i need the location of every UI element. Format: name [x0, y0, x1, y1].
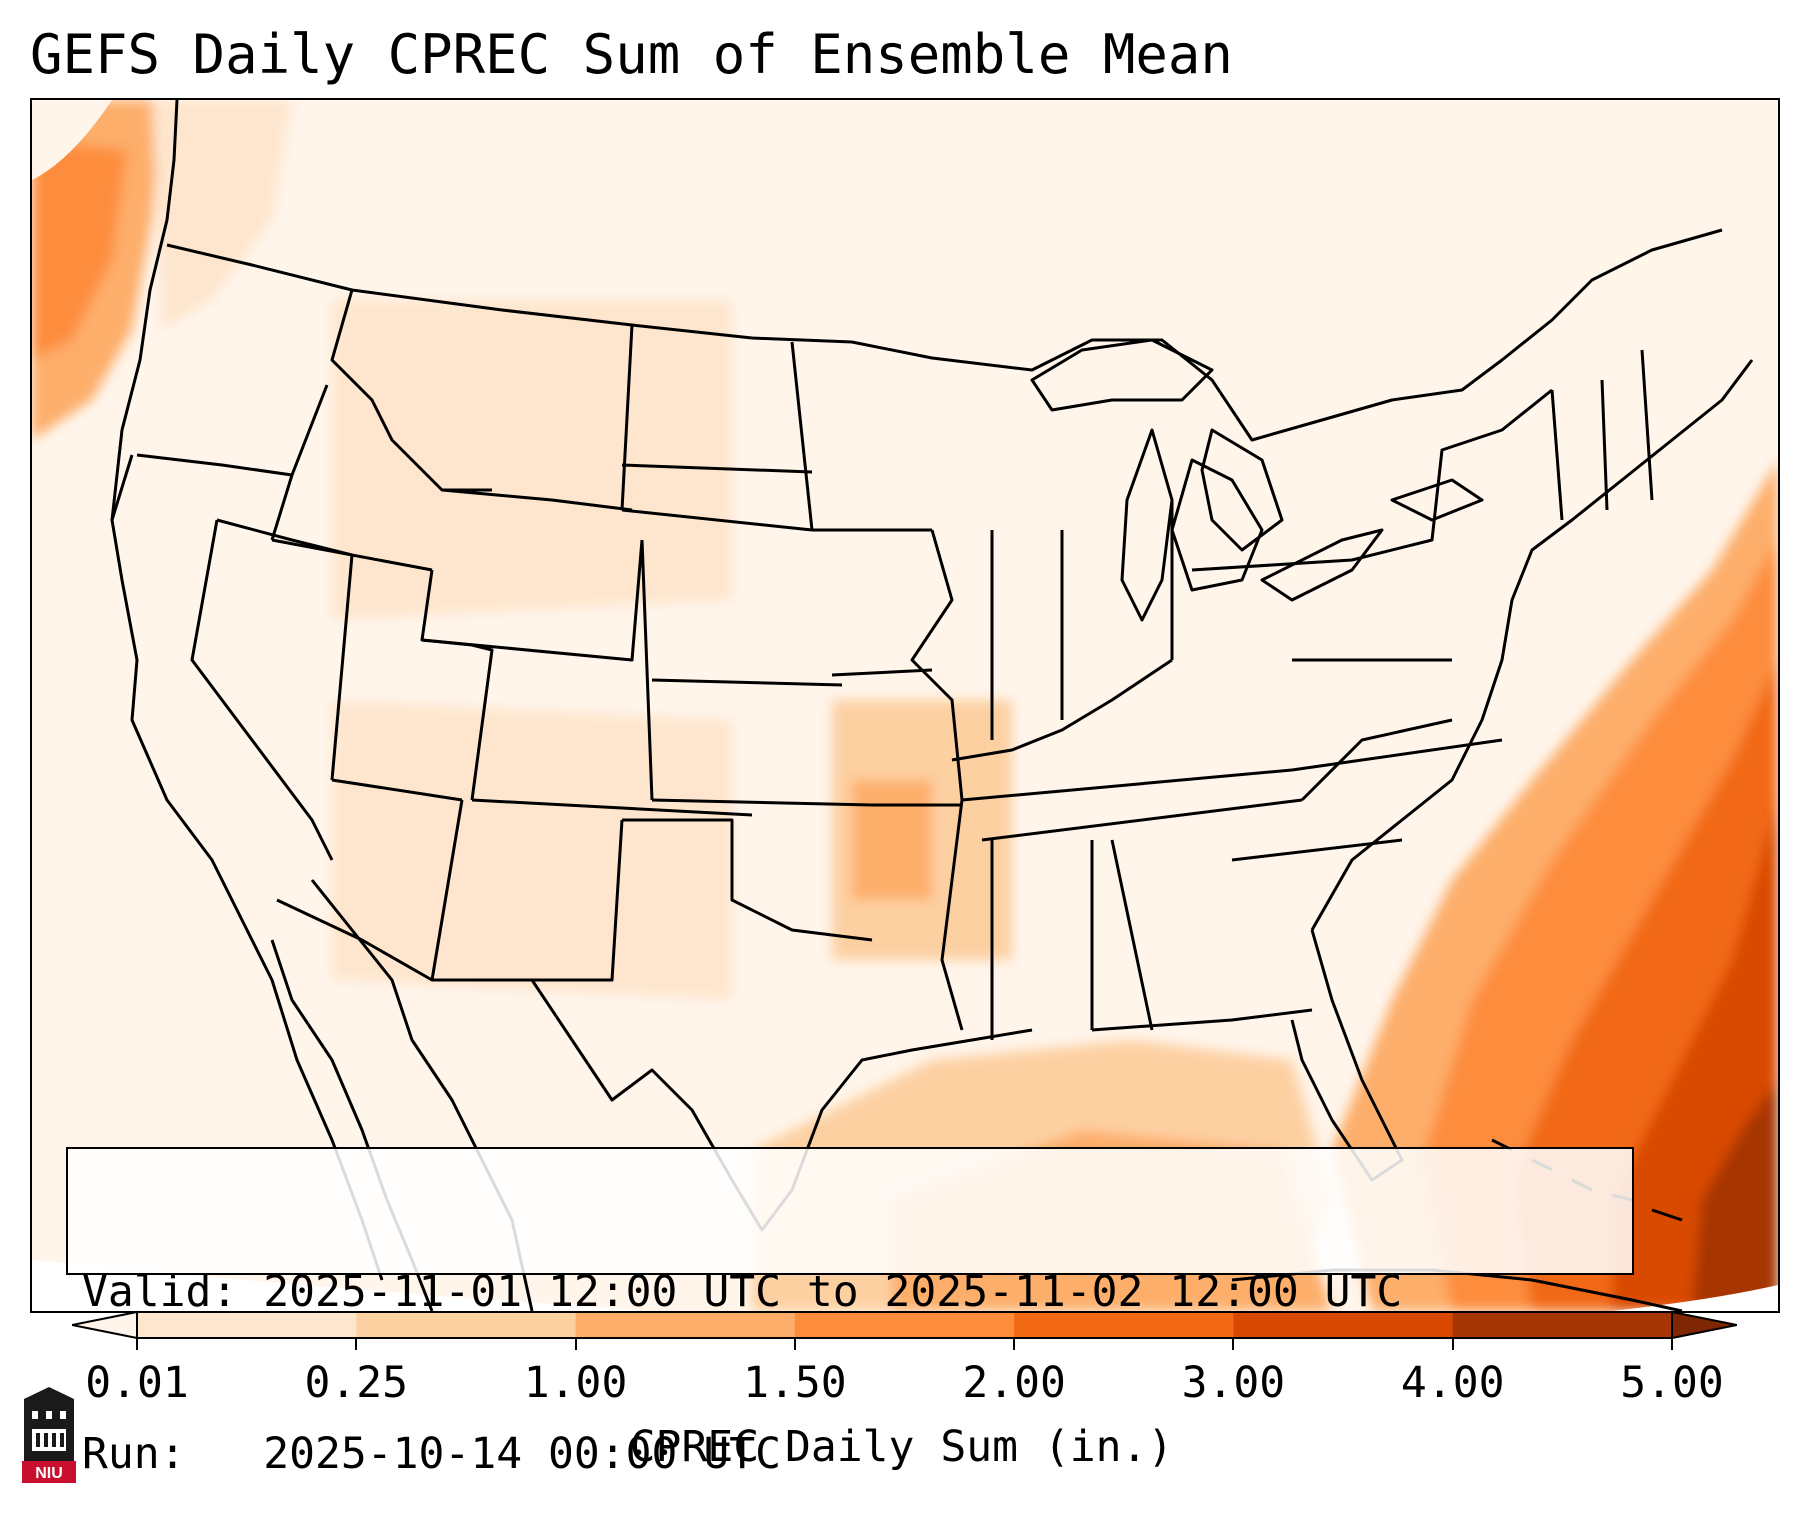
page-title: GEFS Daily CPREC Sum of Ensemble Mean — [30, 23, 1233, 86]
arizona-newmexico-border — [430, 799, 464, 981]
montana-dakotas-border — [620, 324, 634, 511]
washington-oregon-border — [136, 453, 293, 477]
michigan-lower-peninsula — [1170, 458, 1264, 592]
atlantic-coastline — [1310, 359, 1754, 931]
colorbar-extend-high — [1671, 1310, 1737, 1340]
tennessee-border — [961, 768, 1293, 802]
utah-arizona-border — [331, 778, 463, 802]
shade-interior-north — [332, 300, 732, 620]
colorbar-tick-label: 3.00 — [1181, 1358, 1286, 1408]
colorbar-tick-mark — [136, 1338, 138, 1350]
newmexico-texas-border — [502, 819, 624, 982]
colorbar-tick-label: 1.50 — [743, 1358, 847, 1408]
arizona-mexico-border — [276, 898, 502, 982]
pennsylvania-newyork — [1191, 388, 1553, 572]
niu-logo-icon: NIU — [22, 1387, 76, 1483]
new-england-borders — [1550, 349, 1654, 521]
lake-superior — [1030, 338, 1214, 412]
oregon-california-border — [110, 454, 134, 521]
southern-state-borders — [990, 839, 1154, 1040]
map-frame — [30, 98, 1780, 1313]
colorbar — [72, 1310, 1737, 1340]
colorbar-tick-mark — [1671, 1338, 1673, 1350]
domain-mask-bottom-left — [32, 1260, 652, 1311]
colorbar-segment — [1014, 1312, 1234, 1338]
colorbar-outline — [136, 1311, 1673, 1339]
dakota-minnesota-border — [790, 341, 814, 531]
info-box: Valid: 2025-11-01 12:00 UTC to 2025-11-0… — [66, 1147, 1634, 1479]
colorbar-tick-label: 2.00 — [962, 1358, 1066, 1408]
colorbar-tick-mark — [1013, 1338, 1016, 1350]
oklahoma-texas-border — [622, 818, 873, 942]
colorbar-label: CPREC Daily Sum (in.) — [629, 1422, 1174, 1472]
pacific-coastline — [110, 100, 384, 1281]
colorado-newmexico-border — [471, 798, 753, 817]
domain-mask-bottom-right — [1612, 1285, 1778, 1311]
colorbar-segment — [794, 1312, 1015, 1338]
virginia-borders — [1292, 658, 1453, 802]
georgia-florida-border — [1091, 1008, 1313, 1032]
colorbar-extend-low — [72, 1310, 138, 1340]
colorbar-segment — [137, 1312, 357, 1338]
colorado-kansas-border — [640, 539, 654, 801]
colorbar-tick-label: 0.01 — [85, 1358, 189, 1408]
colorbar-tick-label: 0.25 — [304, 1358, 409, 1408]
colorbar-tick-label: 4.00 — [1400, 1358, 1505, 1408]
california-nevada-border — [190, 519, 334, 861]
lake-michigan — [1120, 428, 1174, 622]
colorbar-tick-label: 5.00 — [1620, 1358, 1724, 1408]
precipitation-map — [32, 100, 1778, 1311]
shade-atlantic-max — [1692, 1080, 1778, 1311]
south-dakota-nebraska-border — [621, 508, 813, 532]
us-canada-border — [166, 228, 1723, 442]
state-boundaries — [110, 100, 1754, 1311]
colorbar-tick-mark — [1451, 1338, 1454, 1350]
nevada-utah-border — [330, 554, 354, 781]
lake-huron — [1200, 428, 1284, 552]
north-south-dakota-border — [621, 463, 813, 474]
nebraska-kansas-border — [651, 678, 843, 687]
shade-pacific-nw-core — [32, 140, 127, 360]
oregon-idaho-border — [270, 384, 329, 541]
colorbar-tick-mark — [1232, 1338, 1235, 1350]
kentucky-tennessee-border — [981, 798, 1303, 842]
shade-cascades — [152, 100, 292, 330]
colorbar-tick-mark — [574, 1338, 577, 1350]
domain-mask-top-left — [32, 100, 112, 180]
ohio-river — [951, 658, 1173, 762]
valid-time: Valid: 2025-11-01 12:00 UTC to 2025-11-0… — [82, 1267, 1403, 1317]
lake-erie — [1260, 528, 1384, 602]
shade-arklatex-core — [852, 780, 932, 900]
mississippi-river — [910, 529, 964, 1031]
colorbar-tick-label: 1.00 — [523, 1358, 628, 1408]
montana-wyoming-border — [441, 488, 633, 512]
wyoming-colorado-border — [421, 539, 644, 662]
shade-southwest — [332, 700, 732, 1000]
run-time: Run: 2025-10-14 00:00 UTC — [82, 1429, 781, 1479]
niu-logo-text: NIU — [35, 1465, 63, 1482]
colorbar-segment — [1452, 1312, 1673, 1338]
colorbar-segment — [1233, 1312, 1454, 1338]
colorbar-segment — [356, 1312, 577, 1338]
kansas-oklahoma-border — [651, 798, 873, 807]
iowa-missouri-border — [831, 668, 933, 677]
lake-ontario — [1390, 478, 1484, 522]
carolinas-borders — [1231, 738, 1503, 862]
colorbar-tick-mark — [793, 1338, 796, 1350]
colorbar-segment — [575, 1312, 796, 1338]
colorbar-tick-mark — [355, 1338, 358, 1350]
